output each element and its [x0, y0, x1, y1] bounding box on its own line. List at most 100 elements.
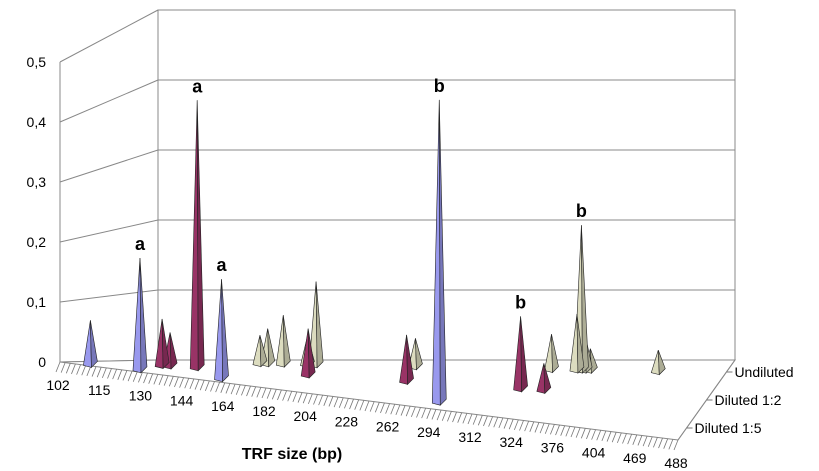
peak-label: b [576, 201, 587, 221]
cone-face [132, 258, 142, 374]
x-tick-mark [503, 418, 509, 429]
x-tick-mark [611, 432, 617, 443]
x-tick-label: 204 [294, 408, 318, 424]
x-tick-label: 102 [46, 377, 70, 393]
x-tick-mark [457, 412, 463, 423]
cone-shade [169, 332, 178, 370]
cone-shade [551, 334, 559, 374]
x-tick-mark [529, 421, 535, 432]
cone-face [83, 320, 92, 368]
x-tick-mark [307, 393, 313, 404]
x-tick-mark [385, 403, 390, 414]
x-tick-mark [364, 400, 370, 412]
peak-label: b [434, 76, 445, 96]
x-axis-tick-marks [55, 361, 679, 451]
x-tick-mark [313, 394, 318, 405]
x-tick-mark [349, 398, 354, 410]
x-tick-mark [184, 378, 190, 389]
x-tick-mark [235, 384, 241, 395]
cone-shade [576, 314, 585, 374]
x-axis-tick-labels: 102 115 130 144 164 182 204 228 262 294 312 324 376 4… [46, 377, 688, 471]
cone-shade [581, 225, 589, 374]
x-tick-mark [606, 431, 612, 442]
x-tick-label: 376 [541, 439, 565, 455]
gridline-side [59, 149, 159, 183]
cone-shade [139, 258, 148, 374]
x-tick-mark [359, 400, 365, 411]
x-tick-mark [616, 432, 622, 443]
x-tick-mark [189, 378, 195, 390]
peak-label: a [217, 255, 228, 275]
x-tick-mark [431, 409, 437, 420]
x-tick-mark [241, 385, 246, 396]
x-tick-mark [642, 435, 648, 447]
x-tick-label: 488 [664, 455, 688, 471]
x-tick-mark [163, 375, 169, 386]
cone-shade [282, 315, 291, 368]
x-tick-label: 312 [458, 429, 482, 445]
x-tick-mark [405, 406, 411, 417]
cone-shade [315, 281, 324, 369]
x-tick-mark [91, 366, 97, 377]
x-tick-mark [668, 439, 674, 450]
x-tick-mark [550, 424, 555, 435]
x-tick-mark [560, 425, 566, 436]
depth-axis-labels: Undiluted Diluted 1:2 Diluted 1:5 [686, 364, 794, 436]
gridlines [59, 9, 735, 363]
peak-labels: b b a b a a [135, 76, 587, 313]
x-tick-mark [96, 367, 102, 378]
x-tick-mark [462, 413, 468, 424]
cone-shade [657, 349, 666, 376]
x-tick-label: 228 [335, 413, 359, 429]
x-tick-mark [647, 436, 653, 447]
y-tick-label: 0,1 [27, 294, 47, 310]
depth-label: Undiluted [734, 364, 793, 380]
x-tick-label: 324 [500, 434, 524, 450]
y-tick-label: 0,4 [27, 114, 47, 130]
gridline-side [59, 9, 159, 63]
x-tick-mark [204, 380, 210, 391]
x-tick-mark [472, 414, 478, 425]
x-tick-mark [86, 365, 92, 377]
x-tick-mark [122, 370, 128, 381]
x-tick-mark [534, 422, 540, 433]
x-tick-mark [477, 415, 483, 426]
x-tick-mark [627, 434, 633, 445]
x-tick-mark [302, 393, 308, 404]
x-tick-mark [148, 373, 154, 384]
cone-shade [520, 316, 528, 393]
peak-label: a [135, 234, 146, 254]
x-tick-mark [493, 417, 499, 428]
x-tick-mark [215, 382, 221, 393]
x-tick-mark [395, 404, 401, 416]
y-tick-label: 0 [38, 354, 46, 370]
x-tick-mark [318, 395, 324, 406]
x-tick-mark [416, 407, 421, 418]
cone-shade [307, 328, 316, 379]
cone-shade [543, 363, 552, 395]
x-tick-mark [246, 385, 251, 397]
x-tick-mark [328, 396, 334, 407]
x-tick-mark [653, 437, 658, 448]
x-tick-mark [483, 415, 488, 427]
x-tick-mark [60, 362, 66, 373]
cone-shade [161, 318, 170, 370]
x-tick-label: 469 [623, 450, 647, 466]
y-tick-label: 0,2 [27, 234, 47, 250]
x-tick-mark [292, 391, 298, 403]
x-tick-mark [441, 410, 447, 421]
x-tick-mark [277, 389, 282, 401]
x-tick-mark [220, 382, 226, 393]
x-tick-mark [544, 423, 550, 434]
x-tick-mark [210, 381, 215, 392]
x-tick-mark [400, 405, 406, 416]
x-tick-mark [338, 397, 344, 408]
x-tick-mark [519, 420, 524, 431]
x-tick-mark [138, 372, 143, 383]
x-tick-mark [168, 376, 174, 387]
x-tick-mark [127, 370, 133, 382]
x-tick-mark [333, 396, 339, 408]
x-tick-mark [632, 434, 638, 445]
x-tick-mark [555, 424, 560, 436]
x-tick-mark [55, 361, 61, 373]
